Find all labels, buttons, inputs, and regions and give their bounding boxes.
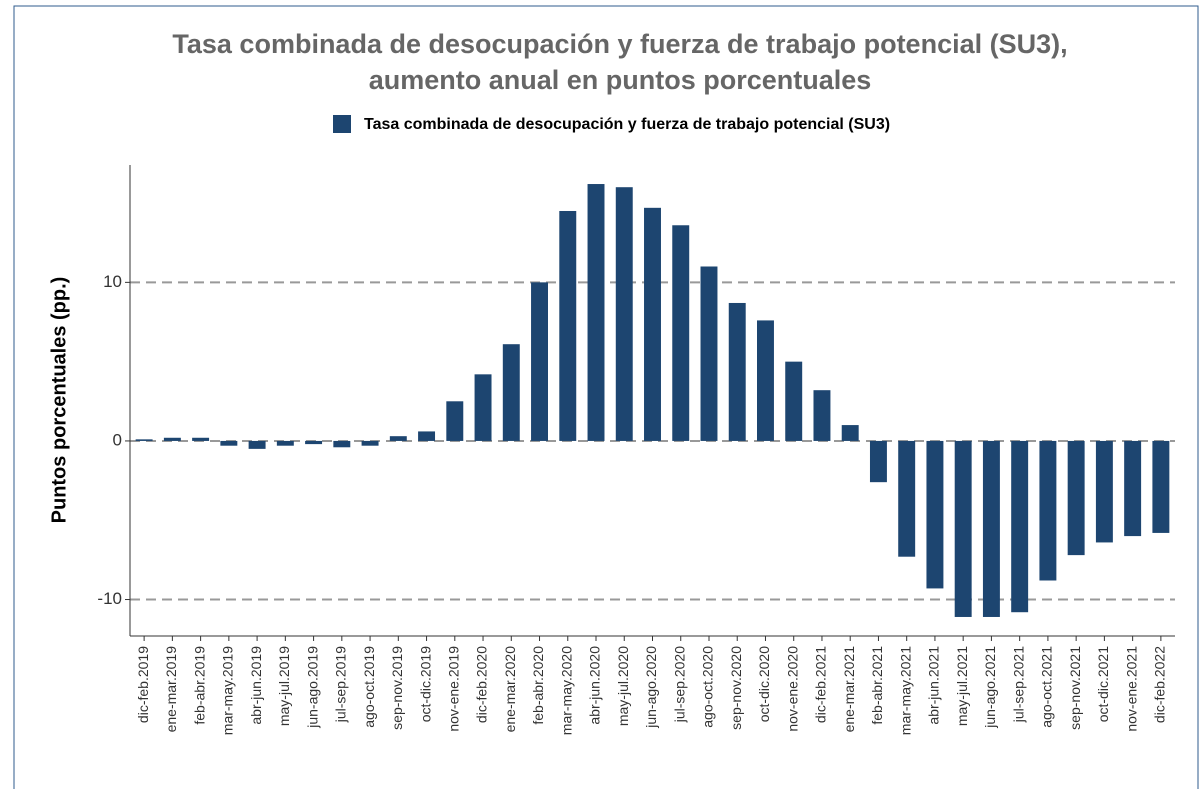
x-tick-label: abr-jun.2020 <box>587 646 603 725</box>
x-tick-label: jul-sep.2020 <box>671 646 687 723</box>
bar <box>813 390 831 441</box>
x-tick-label: dic-feb.2019 <box>135 646 151 723</box>
legend-swatch <box>333 115 351 133</box>
y-tick-label: -10 <box>97 589 122 608</box>
x-tick-label: dic-feb.2022 <box>1152 646 1168 723</box>
x-tick-label: feb-abr.2021 <box>869 646 885 725</box>
x-tick-label: oct-dic.2021 <box>1095 646 1111 722</box>
bar <box>672 225 690 441</box>
x-tick-label: ago-oct.2020 <box>700 646 716 728</box>
x-tick-label: ene-mar.2020 <box>502 646 518 733</box>
x-tick-label: ago-oct.2021 <box>1039 646 1055 728</box>
bar <box>305 440 323 445</box>
bar <box>1124 440 1142 537</box>
x-tick-label: sep-nov.2019 <box>389 646 405 730</box>
x-tick-label: mar-may.2019 <box>220 646 236 735</box>
x-tick-label: mar-may.2020 <box>558 646 574 735</box>
bar <box>785 361 803 441</box>
bar <box>954 440 972 617</box>
bar <box>220 440 238 446</box>
x-tick-label: abr-jun.2021 <box>926 646 942 725</box>
bar <box>615 187 633 441</box>
x-tick-label: feb-abr.2020 <box>530 646 546 725</box>
x-tick-label: abr-jun.2019 <box>248 646 264 725</box>
bar <box>1067 440 1085 556</box>
y-tick-label: 10 <box>103 272 122 291</box>
x-tick-label: oct-dic.2019 <box>417 646 433 722</box>
x-tick-label: jun-ago.2020 <box>643 646 659 729</box>
bar <box>389 436 407 441</box>
bar <box>502 344 520 441</box>
bar <box>418 431 436 441</box>
y-tick-label: 0 <box>113 430 122 449</box>
x-tick-label: jul-sep.2021 <box>1010 646 1026 723</box>
bar <box>841 425 859 441</box>
bar <box>1011 440 1029 613</box>
x-tick-label: ene-mar.2019 <box>163 646 179 733</box>
frame <box>13 5 1199 789</box>
x-tick-label: nov-ene.2021 <box>1123 646 1139 732</box>
bar <box>248 440 266 449</box>
x-tick-label: sep-nov.2020 <box>728 646 744 730</box>
bar <box>446 401 464 441</box>
chart-title: Tasa combinada de desocupación y fuerza … <box>172 29 1067 59</box>
x-tick-label: nov-ene.2019 <box>446 646 462 732</box>
x-tick-label: jul-sep.2019 <box>333 646 349 723</box>
bar <box>898 440 916 557</box>
bar <box>361 440 379 446</box>
x-tick-label: may-jul.2019 <box>276 646 292 726</box>
bar <box>982 440 1000 617</box>
x-tick-label: may-jul.2020 <box>615 646 631 726</box>
bar <box>192 437 210 441</box>
chart-subtitle: aumento anual en puntos porcentuales <box>369 65 872 95</box>
bar <box>333 440 351 448</box>
x-tick-label: jun-ago.2019 <box>304 646 320 729</box>
bar <box>644 207 661 441</box>
bar <box>276 440 294 446</box>
bar <box>474 374 492 441</box>
x-tick-label: jun-ago.2021 <box>982 646 998 729</box>
bar <box>1039 440 1057 581</box>
bar <box>587 184 605 441</box>
bar <box>728 302 746 441</box>
bar <box>135 439 153 441</box>
bar <box>1095 440 1113 543</box>
bar <box>163 437 181 441</box>
bar <box>926 440 944 589</box>
x-tick-label: nov-ene.2020 <box>784 646 800 732</box>
x-tick-label: ene-mar.2021 <box>841 646 857 733</box>
legend-label: Tasa combinada de desocupación y fuerza … <box>364 116 890 133</box>
bar <box>757 320 774 441</box>
x-tick-label: dic-feb.2020 <box>474 646 490 723</box>
x-tick-label: ago-oct.2019 <box>361 646 377 728</box>
y-axis-label: Puntos porcentuales (pp.) <box>48 277 70 524</box>
x-tick-label: oct-dic.2020 <box>756 646 772 722</box>
x-tick-label: mar-may.2021 <box>897 646 913 735</box>
bar <box>869 440 887 483</box>
bar <box>1152 440 1170 533</box>
bar <box>531 282 548 441</box>
bar <box>700 266 718 441</box>
x-tick-label: feb-abr.2019 <box>191 646 207 725</box>
bar <box>559 210 577 441</box>
x-tick-label: sep-nov.2021 <box>1067 646 1083 730</box>
x-tick-label: may-jul.2021 <box>954 646 970 726</box>
x-tick-label: dic-feb.2021 <box>813 646 829 723</box>
